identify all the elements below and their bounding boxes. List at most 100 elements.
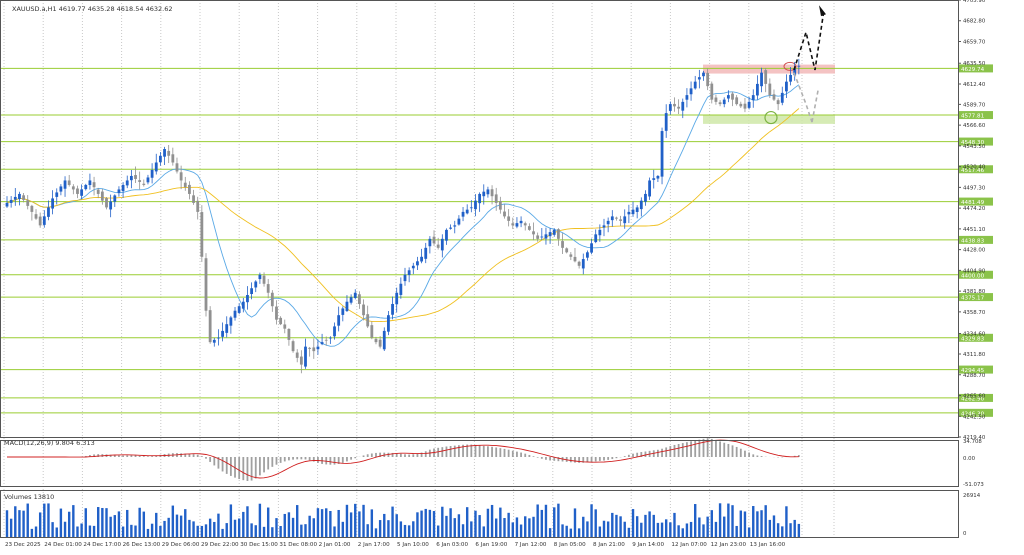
- macd-bar: [412, 454, 414, 457]
- time-tick-label: 6 Jan 03:00: [436, 542, 468, 548]
- volume-bar: [180, 516, 182, 537]
- volume-bar: [673, 513, 675, 537]
- candle-body: [180, 172, 183, 180]
- macd-bar: [761, 456, 763, 457]
- macd-bar: [661, 449, 663, 457]
- macd-bar: [247, 457, 249, 481]
- candle-body: [346, 302, 349, 311]
- candle-body: [586, 252, 589, 257]
- candle-body: [545, 234, 548, 238]
- candle-body: [690, 88, 693, 94]
- time-tick-label: 9 Jan 14:00: [632, 542, 664, 548]
- candle-body: [565, 248, 568, 252]
- candle-body: [482, 192, 485, 196]
- candle-body: [55, 192, 58, 196]
- candle-body: [167, 151, 170, 156]
- volume-bar: [279, 526, 281, 537]
- macd-bar: [607, 457, 609, 460]
- macd-bar: [417, 454, 419, 457]
- volume-bar: [172, 506, 174, 537]
- macd-bar: [305, 457, 307, 459]
- macd-bar: [205, 457, 207, 459]
- volume-bar: [400, 521, 402, 537]
- macd-bar: [180, 453, 182, 457]
- macd-bar: [450, 446, 452, 457]
- volume-bar: [383, 514, 385, 537]
- candle-body: [594, 234, 597, 242]
- candle-body: [51, 198, 54, 208]
- volume-bar: [10, 519, 12, 537]
- volume-bar: [441, 507, 443, 537]
- candle-body: [234, 311, 237, 318]
- candle-body: [404, 275, 407, 281]
- candle-body: [553, 230, 556, 235]
- macd-bar: [487, 446, 489, 457]
- macd-bar: [213, 457, 215, 465]
- price-tick-label: 4635.50: [963, 61, 986, 67]
- candle-body: [283, 324, 286, 328]
- volume-bar: [474, 511, 476, 537]
- macd-tick-label: -51.073: [963, 482, 984, 488]
- volume-bar: [520, 525, 522, 537]
- volume-bar: [47, 503, 49, 537]
- candle-body: [723, 100, 726, 105]
- price-tick-label: 4428.00: [963, 248, 986, 254]
- macd-bar: [147, 456, 149, 457]
- macd-bar: [122, 456, 124, 457]
- volume-bar: [466, 507, 468, 537]
- volume-bar: [234, 520, 236, 537]
- macd-bar: [350, 457, 352, 460]
- macd-bar: [756, 456, 758, 457]
- macd-bar: [603, 457, 605, 461]
- volume-bar: [458, 514, 460, 537]
- candle-body: [250, 288, 253, 294]
- volume-bar: [653, 515, 655, 537]
- macd-bar: [309, 457, 311, 460]
- candle-body: [395, 293, 398, 305]
- volume-bar: [159, 526, 161, 537]
- volume-bar: [217, 514, 219, 537]
- candle-body: [118, 189, 121, 193]
- candle-body: [22, 195, 25, 200]
- candle-body: [391, 304, 394, 315]
- price-tick-label: 4497.30: [963, 185, 986, 191]
- candle-body: [615, 218, 618, 219]
- candle-body: [462, 212, 465, 217]
- volume-bar: [454, 518, 456, 537]
- volume-bar: [271, 527, 273, 537]
- candle-body: [478, 194, 481, 203]
- macd-bar: [475, 445, 477, 457]
- candle-body: [64, 180, 67, 188]
- candle-body: [487, 189, 490, 194]
- volume-bar: [561, 524, 563, 537]
- macd-bar: [657, 450, 659, 457]
- candle-body: [39, 217, 42, 226]
- candle-body: [205, 258, 208, 310]
- volume-bar: [288, 512, 290, 537]
- candle-body: [507, 216, 510, 220]
- macd-bar: [151, 456, 153, 457]
- volume-bar: [478, 515, 480, 537]
- candle-body: [416, 261, 419, 265]
- macd-bar: [541, 457, 543, 459]
- volume-bar: [358, 511, 360, 537]
- candle-body: [387, 315, 390, 331]
- macd-bar: [441, 447, 443, 457]
- candle-body: [424, 248, 427, 259]
- volume-bar: [686, 523, 688, 537]
- volume-bar: [371, 509, 373, 537]
- candle-body: [6, 203, 9, 207]
- volume-bar: [284, 514, 286, 537]
- candle-body: [428, 239, 431, 246]
- candle-body: [209, 310, 212, 342]
- volume-bar: [731, 505, 733, 537]
- candle-body: [171, 154, 174, 162]
- candle-body: [267, 284, 270, 293]
- volume-bar: [499, 508, 501, 537]
- volume-bar: [362, 505, 364, 537]
- candle-body: [665, 113, 668, 131]
- volume-bar: [192, 521, 194, 537]
- macd-bar: [263, 457, 265, 472]
- candle-body: [362, 305, 365, 316]
